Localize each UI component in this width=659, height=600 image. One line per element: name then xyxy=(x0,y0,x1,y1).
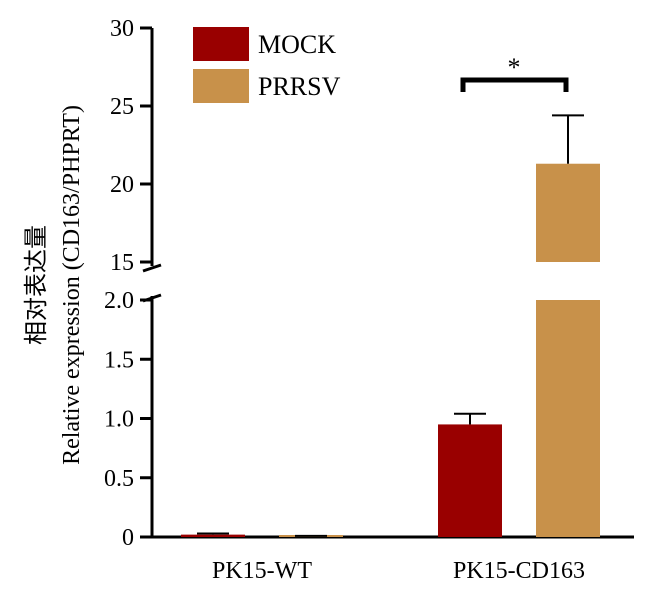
significance-marker: * xyxy=(508,53,521,82)
bar-prrsv-upper xyxy=(536,163,600,262)
y-tick-label: 1.0 xyxy=(104,407,134,433)
y-tick-label: 15 xyxy=(110,250,134,276)
x-tick-label: PK15-CD163 xyxy=(453,558,585,584)
significance-bracket xyxy=(460,77,569,92)
y-tick-label: 2.0 xyxy=(104,288,134,314)
bar-mock xyxy=(181,534,245,537)
y-tick-label: 0.5 xyxy=(104,466,134,492)
legend-swatch-prrsv xyxy=(193,69,249,103)
legend-label-prrsv: PRRSV xyxy=(258,72,341,101)
y-tick-label: 20 xyxy=(110,172,134,198)
y-axis-label-cn: 相对表达量 xyxy=(23,225,50,345)
y-tick-label: 30 xyxy=(110,16,134,42)
y-axis-label-en: Relative expression (CD163/PHPRT) xyxy=(59,105,85,465)
annotations: * xyxy=(460,53,569,92)
legend: MOCK PRRSV xyxy=(193,27,341,103)
legend-swatch-mock xyxy=(193,27,249,61)
x-tick-label: PK15-WT xyxy=(212,558,312,584)
bar-prrsv-lower xyxy=(536,300,600,537)
axis-break-mark-upper xyxy=(142,263,162,273)
y-tick-label: 0 xyxy=(122,525,134,551)
bar-mock xyxy=(438,424,502,537)
legend-label-mock: MOCK xyxy=(258,30,336,59)
y-tick-label: 1.5 xyxy=(104,347,134,373)
bars xyxy=(181,114,600,537)
y-tick-label: 25 xyxy=(110,94,134,120)
tick-labels: 0 0.5 1.0 1.5 2.0 15 20 25 30 PK15-WT PK15-CD163 xyxy=(104,16,585,584)
